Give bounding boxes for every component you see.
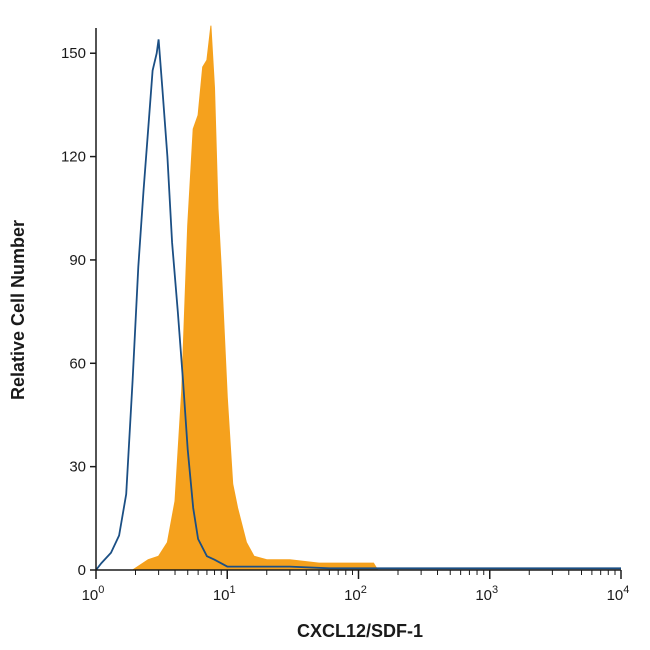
x-tick-label: 100 bbox=[82, 584, 105, 604]
y-tick-label: 0 bbox=[78, 562, 86, 579]
y-tick-label: 120 bbox=[61, 149, 86, 166]
y-axis-title: Relative Cell Number bbox=[8, 220, 28, 400]
axes-layer bbox=[95, 28, 621, 571]
x-tick-base: 10 bbox=[344, 587, 361, 604]
x-tick-label: 101 bbox=[213, 584, 236, 604]
x-tick-base: 10 bbox=[82, 587, 99, 604]
x-tick-base: 10 bbox=[475, 587, 492, 604]
y-tick-label: 30 bbox=[69, 459, 86, 476]
y-tick-label: 90 bbox=[69, 252, 86, 269]
y-tick-label: 150 bbox=[61, 45, 86, 62]
y-tick-label: 60 bbox=[69, 355, 86, 372]
x-tick-exponent: 2 bbox=[361, 584, 367, 596]
x-tick-exponent: 4 bbox=[623, 584, 629, 596]
x-tick-exponent: 3 bbox=[492, 584, 498, 596]
x-tick-label: 103 bbox=[475, 584, 498, 604]
x-axis-title: CXCL12/SDF-1 bbox=[297, 621, 423, 641]
x-tick-base: 10 bbox=[213, 587, 230, 604]
x-tick-label: 102 bbox=[344, 584, 367, 604]
series-filled-histogram bbox=[130, 25, 379, 571]
x-tick-base: 10 bbox=[607, 587, 624, 604]
series-outline-histogram bbox=[95, 39, 621, 571]
x-tick-label: 104 bbox=[607, 584, 630, 604]
series-layer bbox=[95, 25, 621, 571]
x-tick-exponent: 0 bbox=[98, 584, 104, 596]
x-tick-exponent: 1 bbox=[230, 584, 236, 596]
